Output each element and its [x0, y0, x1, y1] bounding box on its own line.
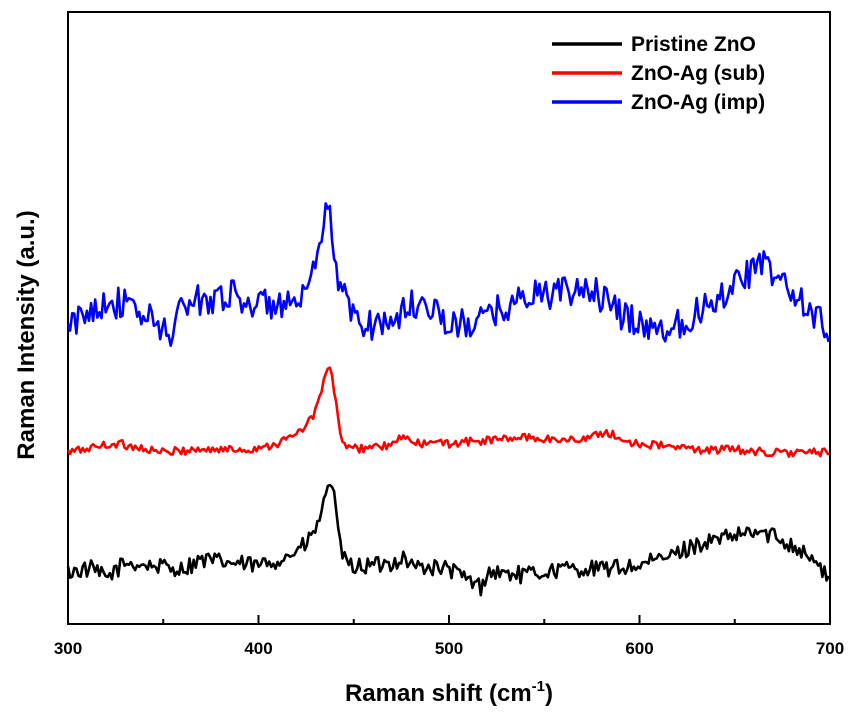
legend: Pristine ZnO ZnO-Ag (sub) ZnO-Ag (imp)	[552, 33, 765, 114]
x-axis-label-sup: -1	[532, 678, 545, 695]
y-axis-label: Raman Intensity (a.u.)	[13, 210, 40, 459]
axis-ticks	[67, 615, 831, 624]
x-tick-labels: 300 400 500 600 700	[54, 639, 844, 658]
x-tick-label: 500	[435, 639, 463, 658]
legend-label: ZnO-Ag (imp)	[631, 91, 765, 114]
series-line-2	[66, 202, 830, 347]
x-axis-label: Raman shift (cm-1)	[345, 678, 553, 707]
x-tick-label: 700	[816, 639, 844, 658]
x-tick-label: 400	[244, 639, 272, 658]
x-axis-label-end: )	[545, 680, 553, 707]
x-tick-label: 300	[54, 639, 82, 658]
x-tick-label: 600	[625, 639, 653, 658]
legend-label: ZnO-Ag (sub)	[631, 62, 765, 85]
series-group	[66, 202, 830, 597]
series-line-0	[66, 483, 830, 597]
x-axis-label-main: Raman shift (cm	[345, 680, 532, 707]
series-line-1	[66, 366, 830, 458]
legend-label: Pristine ZnO	[631, 33, 756, 56]
